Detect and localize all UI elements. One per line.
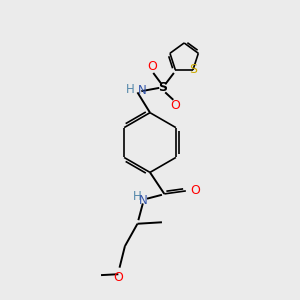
- Text: O: O: [148, 61, 157, 74]
- Text: O: O: [113, 271, 123, 284]
- Text: N: N: [137, 84, 146, 98]
- Text: H: H: [133, 190, 142, 203]
- Text: S: S: [158, 81, 167, 94]
- Text: O: O: [190, 184, 200, 197]
- Text: S: S: [189, 64, 197, 76]
- Text: N: N: [139, 194, 148, 207]
- Text: H: H: [126, 83, 134, 97]
- Text: O: O: [170, 99, 180, 112]
